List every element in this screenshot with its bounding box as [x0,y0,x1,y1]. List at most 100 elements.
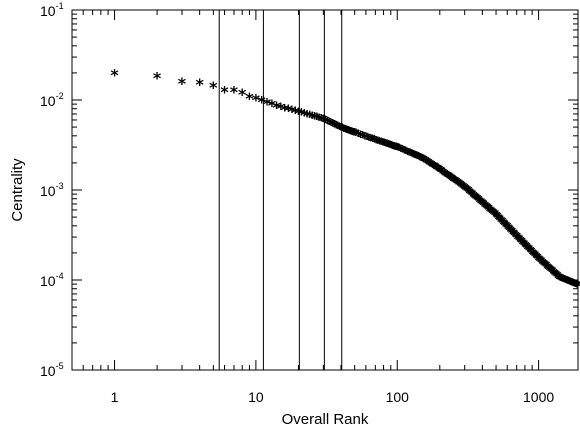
data-point: * [368,131,378,150]
data-point: * [549,264,559,283]
data-point: * [471,189,481,208]
plot-frame [71,9,579,371]
data-point: * [398,142,408,161]
data-point: * [445,169,455,188]
x-tick-label: 10 [248,389,264,405]
y-tick-label: 10-5 [40,361,64,379]
data-point: * [426,156,436,175]
data-point: * [465,183,475,202]
data-point: * [333,118,343,137]
data-point: * [546,262,556,281]
data-point: * [391,139,401,158]
data-point: * [524,241,534,260]
data-point: * [302,106,312,125]
data-point: * [525,242,535,261]
data-point: * [434,161,444,180]
data-point: * [431,159,441,178]
data-point: * [565,273,575,292]
data-point: * [476,193,486,212]
data-point: * [453,174,463,193]
x-tick-label: 100 [386,389,410,405]
data-point: * [324,114,334,133]
data-point: * [389,138,399,157]
data-point: * [251,91,261,110]
data-point: * [547,263,557,282]
data-point: * [326,115,336,134]
data-point: * [437,163,447,182]
data-point: * [341,121,351,140]
data-point: * [505,221,515,240]
data-point: * [314,110,324,129]
data-point: * [484,200,494,219]
data-point: * [554,268,564,287]
data-point: * [494,209,504,228]
data-point: * [345,123,355,142]
data-point: * [331,117,341,136]
vertical-lines [218,10,343,370]
data-point: * [449,171,459,190]
data-point: * [376,134,386,153]
data-point: * [385,137,395,156]
data-point: * [528,244,538,263]
data-point: * [436,162,446,181]
data-point: * [346,123,356,142]
data-point: * [557,270,567,289]
data-point: * [262,94,272,113]
data-point: * [409,146,419,165]
data-point: * [456,176,466,195]
data-point: * [297,105,307,124]
data-point: * [495,211,505,230]
data-point: * [489,205,499,224]
data-point: * [307,108,317,127]
data-point: * [351,125,361,144]
data-point: * [458,178,468,197]
data-point: * [459,179,469,198]
data-point: * [342,122,352,141]
data-point: * [393,140,403,159]
data-point: * [563,273,573,292]
data-point: * [321,112,331,131]
data-point: * [550,265,560,284]
data-point: * [552,267,562,286]
data-point: * [461,180,471,199]
data-point: * [504,219,514,238]
data-point: * [490,206,500,225]
data-point: * [566,274,576,293]
data-point: * [338,120,348,139]
data-point: * [535,252,545,271]
data-point: * [555,269,565,288]
data-point: * [294,104,304,123]
data-point: * [424,154,434,173]
data-point: * [229,83,239,102]
data-point: * [310,108,320,127]
data-point: * [540,256,550,275]
data-point: * [446,170,456,189]
x-tick-labels: 1 10 100 1000 [111,389,555,405]
data-point: * [541,257,551,276]
data-point: * [388,138,398,157]
data-point: * [362,129,372,148]
data-point: * [488,203,498,222]
data-point: * [287,102,297,121]
data-point: * [498,213,508,232]
x-tick-label: 1000 [523,389,554,405]
data-point: * [360,128,370,147]
data-point: * [349,124,359,143]
data-point: * [500,216,510,235]
data-point: * [532,248,542,267]
data-point: * [404,144,414,163]
data-point: * [370,132,380,151]
y-tick-labels: 10-5 10-4 10-3 10-2 10-1 [40,1,64,379]
data-point: * [530,247,540,266]
data-point: * [406,145,416,164]
data-point: * [450,172,460,191]
data-point: * [418,150,428,169]
data-point: * [483,199,493,218]
data-point: * [336,120,346,139]
data-point: * [571,276,580,295]
data-point: * [353,126,363,145]
data-point: * [527,243,537,262]
data-point: * [517,233,527,252]
data-point: * [558,271,568,290]
